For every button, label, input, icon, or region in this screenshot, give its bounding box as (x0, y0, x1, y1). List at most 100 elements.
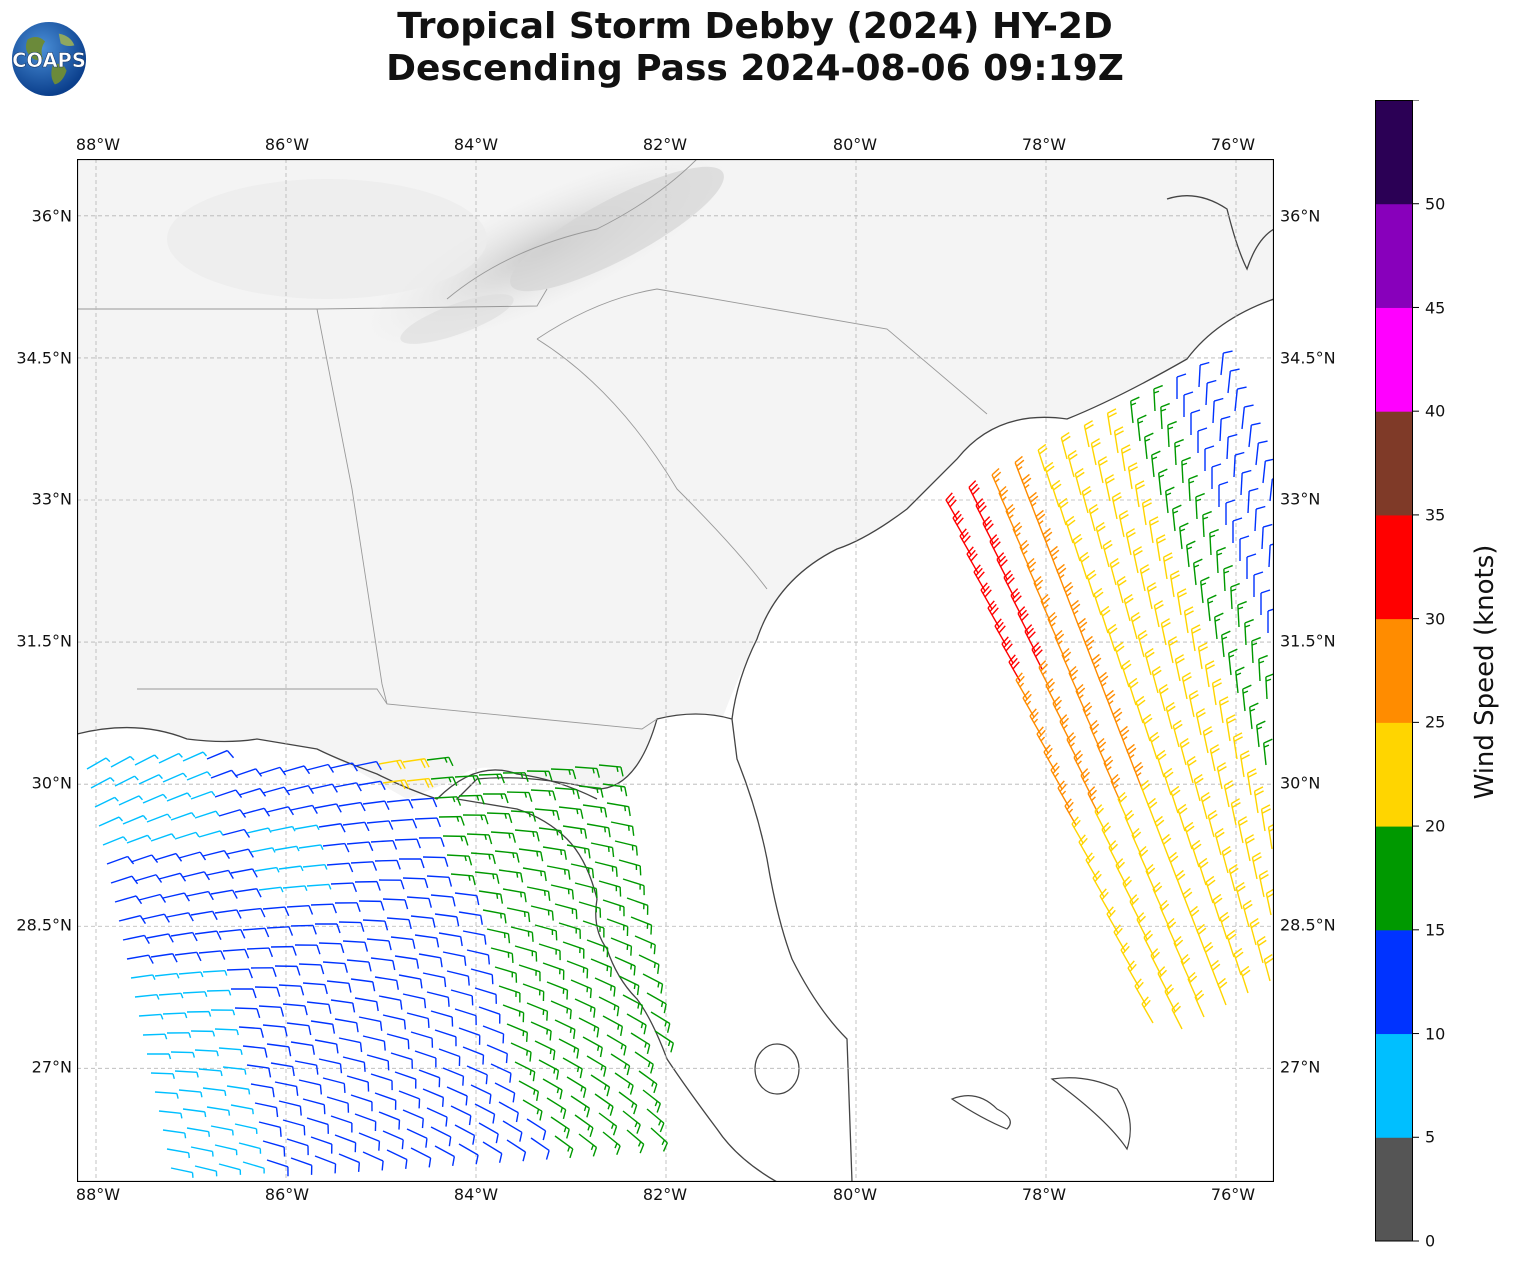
wind-barb (422, 856, 449, 867)
wind-barb (1109, 557, 1120, 586)
wind-barb (1183, 391, 1194, 417)
wind-barb (466, 833, 493, 845)
wind-barb (446, 1086, 468, 1106)
wind-barb (422, 1088, 445, 1107)
wind-barb (1263, 953, 1274, 982)
wind-barb (538, 827, 564, 841)
wind-barb (1141, 498, 1152, 526)
wind-barb (274, 1081, 299, 1096)
terrain-shading (510, 166, 724, 292)
wind-barb (566, 960, 589, 979)
wind-barb (634, 1051, 654, 1074)
wind-barb (1198, 857, 1209, 886)
wind-barb (510, 1042, 532, 1062)
wind-barb (478, 1122, 499, 1144)
wind-barb (1230, 582, 1240, 610)
wind-barb (170, 931, 198, 942)
wind-barb (1176, 588, 1187, 616)
wind-barb (1119, 725, 1130, 754)
lon-label-bottom: 76°W (1210, 1185, 1256, 1204)
wind-barb (642, 1089, 661, 1113)
terrain-shading (167, 179, 487, 299)
wind-barb (1105, 689, 1116, 718)
wind-barb (1093, 587, 1104, 616)
wind-barb (454, 1124, 476, 1145)
wind-barb (126, 954, 154, 964)
wind-barb (630, 1032, 651, 1055)
wind-barb (414, 1050, 437, 1068)
wind-barb (1188, 690, 1199, 718)
wind-barb (146, 933, 174, 943)
wind-barb (458, 911, 483, 925)
wind-barb (1260, 804, 1271, 832)
wind-barb (1196, 923, 1207, 952)
wind-barb (506, 1023, 529, 1042)
wind-barb (278, 865, 304, 872)
wind-barb (454, 892, 480, 906)
wind-barb (286, 904, 314, 915)
wind-barb (602, 1015, 624, 1036)
wind-barb (310, 1020, 336, 1034)
wind-barb (1165, 486, 1175, 514)
wind-barb (1160, 618, 1171, 646)
wind-barb (1190, 409, 1201, 435)
lon-label-top: 78°W (1021, 135, 1067, 154)
wind-barb (290, 804, 318, 814)
wind-barb (378, 995, 403, 1010)
wind-barb (542, 846, 567, 860)
wind-barb (142, 793, 168, 804)
wind-barb (182, 1108, 207, 1118)
wind-barb (494, 1082, 516, 1103)
wind-barb (342, 940, 369, 952)
wind-barb (1086, 569, 1097, 598)
wind-barb (614, 956, 636, 976)
wind-barb (634, 935, 656, 955)
wind-barb (458, 1027, 481, 1045)
wind-barb (338, 921, 365, 932)
wind-barb (374, 1092, 397, 1110)
wind-barb (186, 771, 212, 781)
wind-barb (522, 1099, 543, 1121)
wind-barb (402, 758, 430, 769)
wind-barb (314, 1155, 337, 1174)
lat-label-right: 30°N (1280, 773, 1321, 793)
wind-barb (170, 1051, 196, 1058)
wind-barb (1193, 558, 1203, 586)
wind-barb (1223, 564, 1233, 592)
lon-label-bottom: 84°W (453, 1185, 499, 1204)
wind-barb (194, 1049, 219, 1057)
wind-barb (1170, 785, 1181, 814)
wind-barb (446, 970, 470, 986)
wind-barb (554, 1019, 576, 1039)
wind-barb (102, 836, 128, 846)
wind-barb (482, 1141, 503, 1163)
wind-barb (1177, 803, 1188, 832)
wind-barb (562, 1057, 583, 1079)
wind-barb (270, 825, 296, 832)
wind-barb (190, 790, 216, 800)
wind-barb (430, 1126, 452, 1147)
wind-barb (294, 824, 320, 831)
wind-barb (1225, 714, 1236, 742)
wind-barb (1175, 869, 1186, 898)
colorbar-segment (1375, 514, 1413, 620)
wind-barb (214, 909, 242, 919)
wind-barb (442, 951, 467, 966)
wind-barb (138, 774, 163, 785)
wind-barb (1098, 671, 1109, 700)
wind-barb (606, 918, 629, 937)
wind-barb (330, 882, 358, 893)
wind-barb (1235, 881, 1246, 910)
wind-barb (650, 1011, 671, 1033)
wind-barb (446, 854, 473, 866)
wind-barb (1140, 779, 1151, 808)
lon-label-top: 84°W (453, 135, 499, 154)
wind-barb (378, 1111, 401, 1130)
wind-barb (306, 763, 335, 773)
wind-barb (210, 769, 239, 779)
wind-barb (238, 907, 266, 918)
wind-barb (326, 1096, 350, 1113)
lat-label-right: 31.5°N (1280, 631, 1336, 651)
wind-barb (1207, 594, 1217, 622)
wind-barb (290, 924, 317, 935)
